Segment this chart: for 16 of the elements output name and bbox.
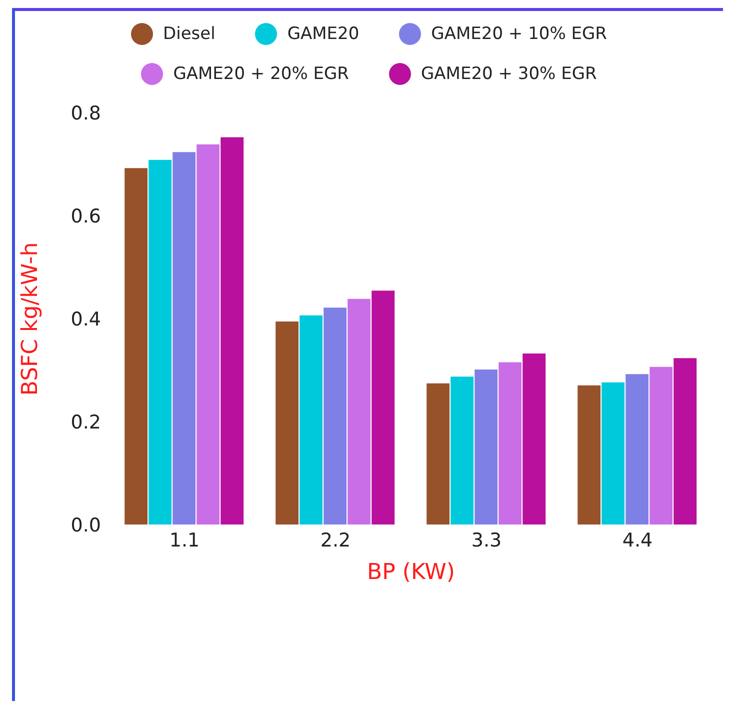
legend-label: GAME20 + 30% EGR	[421, 64, 597, 84]
legend-label: Diesel	[163, 24, 216, 44]
legend-label: GAME20 + 20% EGR	[173, 64, 349, 84]
x-tick-label: 1.1	[169, 529, 200, 552]
legend-label: GAME20 + 10% EGR	[431, 24, 607, 44]
y-tick-label: 0.6	[70, 206, 101, 228]
legend-label: GAME20	[287, 24, 360, 44]
x-tick-label: 2.2	[320, 529, 351, 552]
y-tick-label: 0.8	[70, 102, 101, 125]
x-tick-label: 4.4	[622, 529, 653, 552]
y-tick-label: 0.4	[70, 308, 101, 331]
y-axis-title: BSFC kg/kW-h	[18, 242, 43, 396]
y-tick-label: 0.0	[70, 514, 101, 537]
y-tick-label: 0.2	[70, 412, 101, 434]
x-axis-title: BP (KW)	[367, 560, 455, 585]
x-tick-label: 3.3	[471, 529, 502, 552]
